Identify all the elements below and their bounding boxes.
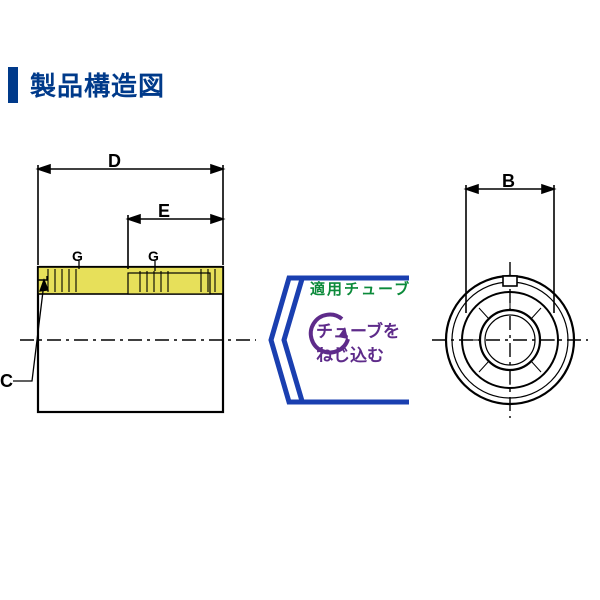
header: 製品構造図	[0, 0, 600, 103]
dim-label-g-left: G	[72, 248, 83, 264]
dim-label-e: E	[158, 201, 170, 222]
dim-label-b: B	[502, 171, 515, 192]
page-title: 製品構造図	[30, 66, 165, 103]
arrow-caption-mid2: ねじ込む	[316, 341, 384, 366]
dimension-d	[38, 165, 223, 265]
arrow-caption-mid1: チューブを	[316, 317, 400, 342]
diagram: D E G G C B 適用チューブ チューブを ねじ込む	[0, 103, 600, 583]
dimension-c	[13, 280, 48, 381]
diagram-svg	[0, 103, 600, 523]
header-accent-bar	[8, 67, 18, 103]
arrow-caption-top: 適用チューブ	[310, 278, 411, 299]
dimension-e	[128, 215, 223, 269]
right-front-view	[432, 262, 588, 418]
left-section-view	[20, 267, 256, 412]
dim-label-g-right: G	[148, 248, 159, 264]
dim-label-c: C	[0, 371, 13, 392]
dim-label-d: D	[108, 151, 121, 172]
